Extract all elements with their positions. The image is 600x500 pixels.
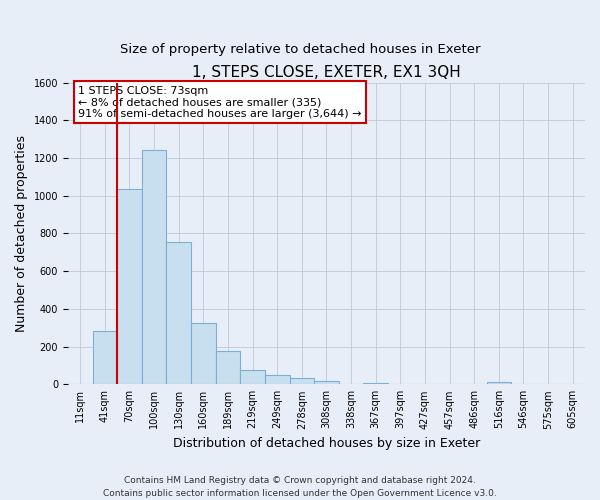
- Bar: [290, 378, 314, 384]
- Text: 1 STEPS CLOSE: 73sqm
← 8% of detached houses are smaller (335)
91% of semi-detac: 1 STEPS CLOSE: 73sqm ← 8% of detached ho…: [78, 86, 362, 119]
- Text: Size of property relative to detached houses in Exeter: Size of property relative to detached ho…: [120, 42, 480, 56]
- Bar: [265, 375, 290, 384]
- Bar: [92, 332, 117, 384]
- Text: Contains HM Land Registry data © Crown copyright and database right 2024.
Contai: Contains HM Land Registry data © Crown c…: [103, 476, 497, 498]
- Bar: [117, 189, 142, 384]
- Bar: [487, 382, 511, 384]
- Bar: [240, 370, 265, 384]
- Bar: [142, 150, 166, 384]
- Bar: [191, 323, 215, 384]
- X-axis label: Distribution of detached houses by size in Exeter: Distribution of detached houses by size …: [173, 437, 480, 450]
- Title: 1, STEPS CLOSE, EXETER, EX1 3QH: 1, STEPS CLOSE, EXETER, EX1 3QH: [192, 65, 461, 80]
- Bar: [215, 352, 240, 384]
- Bar: [166, 242, 191, 384]
- Y-axis label: Number of detached properties: Number of detached properties: [15, 135, 28, 332]
- Bar: [314, 380, 339, 384]
